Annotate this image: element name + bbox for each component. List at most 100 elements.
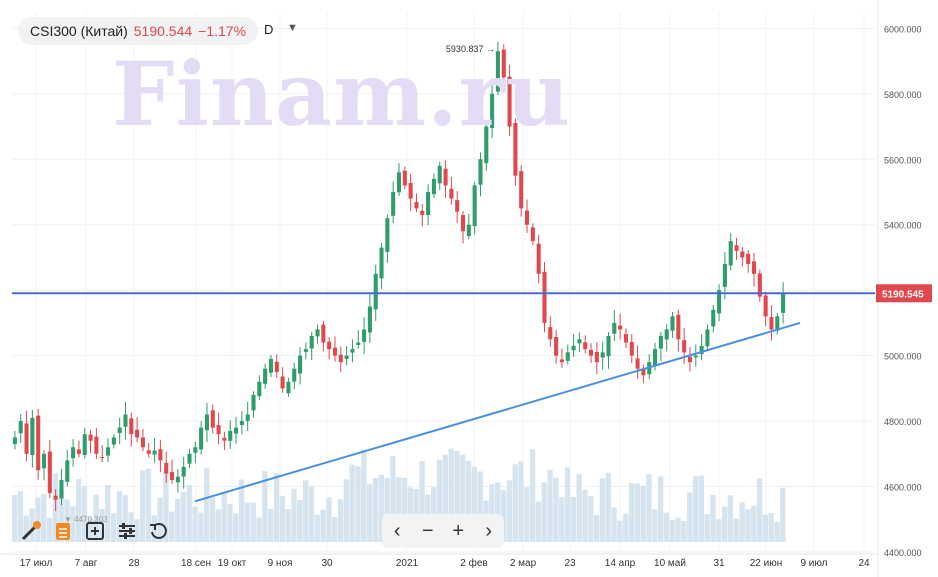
volume-bar: [396, 477, 402, 542]
volume-bar: [70, 506, 76, 542]
volume-bar: [588, 496, 594, 542]
candle-body: [234, 427, 239, 434]
volume-bar: [524, 487, 530, 542]
candle-body: [350, 349, 355, 353]
volume-bar: [209, 497, 216, 542]
candle-body: [426, 192, 431, 216]
volume-bar: [58, 489, 64, 542]
volume-bar: [605, 472, 611, 542]
candle-body: [769, 317, 774, 330]
candle-body: [490, 93, 495, 129]
volume-bar: [157, 497, 163, 542]
candle-body: [583, 342, 588, 350]
candle-body: [385, 218, 390, 252]
zoom-in-button[interactable]: +: [452, 520, 465, 542]
notes-icon[interactable]: [50, 518, 76, 544]
chevron-down-icon[interactable]: ▼: [287, 22, 298, 34]
candle-body: [699, 345, 704, 355]
candle-body: [542, 271, 547, 323]
volume-bar: [634, 483, 641, 542]
candle-body: [577, 339, 582, 344]
candle-body: [396, 172, 402, 193]
volume-bar: [273, 473, 280, 542]
y-tick-label: 6000.000: [884, 24, 922, 34]
candle-body: [204, 414, 209, 431]
volume-bar: [233, 513, 239, 542]
candle-body: [30, 417, 35, 456]
volume-bar: [628, 483, 635, 542]
volume-bar: [221, 491, 227, 542]
volume-bar: [442, 454, 448, 542]
volume-bar: [593, 515, 600, 542]
candle-body: [12, 437, 17, 444]
volume-bar: [768, 512, 774, 542]
zoom-out-button[interactable]: −: [421, 520, 434, 542]
candle-body: [309, 336, 314, 349]
scroll-right-button[interactable]: ›: [485, 520, 493, 542]
volume-bar: [145, 468, 152, 542]
reset-icon[interactable]: [146, 518, 172, 544]
draw-tool-icon[interactable]: [18, 518, 44, 544]
last-price-badge: [876, 284, 932, 303]
volume-bar: [675, 517, 681, 542]
current-price: 5190.544: [133, 23, 193, 39]
candle-body: [315, 329, 320, 337]
volume-bar: [529, 449, 536, 542]
add-indicator-icon[interactable]: [82, 518, 108, 544]
x-tick-label: 9 июл: [800, 558, 827, 569]
candle-body: [228, 430, 233, 441]
volume-bar: [180, 491, 187, 542]
volume-bar: [110, 513, 117, 542]
volume-bar: [384, 477, 390, 542]
volume-bar: [710, 494, 716, 542]
volume-bar: [559, 497, 565, 542]
candle-body: [757, 273, 762, 297]
settings-sliders-icon[interactable]: [114, 518, 140, 544]
candle-body: [251, 394, 256, 411]
volume-bar: [739, 502, 745, 542]
candle-body: [117, 427, 122, 434]
scroll-left-button[interactable]: ‹: [393, 520, 401, 542]
volume-bar: [599, 478, 606, 542]
volume-bar: [81, 485, 88, 542]
volume-bar: [285, 509, 291, 542]
candle-body: [193, 447, 198, 453]
candle-body: [740, 251, 745, 258]
x-tick-label: 24: [858, 558, 870, 569]
candle-body: [414, 202, 419, 209]
volume-bar: [751, 505, 757, 542]
candle-body: [728, 241, 733, 266]
symbol-selector[interactable]: CSI300 (Китай) 5190.544 −1.17%: [18, 17, 259, 45]
candle-body: [222, 437, 227, 441]
volume-bar: [535, 501, 542, 542]
volume-bar: [23, 515, 29, 542]
y-tick-label: 4600.000: [884, 483, 922, 493]
volume-bar: [262, 471, 268, 542]
candle-body: [391, 192, 396, 216]
candle-body: [170, 472, 175, 480]
volume-bar: [623, 513, 629, 542]
candle-body: [53, 495, 58, 500]
candle-body: [239, 421, 244, 425]
volume-bar: [704, 513, 710, 542]
volume-bar: [780, 487, 786, 542]
candle-body: [693, 355, 698, 358]
volume-bar: [506, 480, 512, 542]
candle-body: [76, 449, 81, 454]
candle-body: [344, 355, 349, 359]
symbol-name: CSI300 (Китай): [30, 23, 128, 39]
candle-body: [734, 245, 739, 251]
x-tick-label: 9 ноя: [268, 558, 293, 569]
candle-body: [140, 437, 145, 448]
low-label: ▼ 4470.303: [64, 515, 108, 524]
volume-bar: [721, 506, 728, 542]
interval-selector[interactable]: D: [264, 22, 274, 37]
volume-bar: [500, 490, 507, 542]
last-price-label: 5190.545: [882, 289, 924, 300]
volume-bar: [215, 509, 222, 542]
volume-bar: [186, 485, 192, 542]
candle-body: [443, 168, 448, 186]
y-tick-label: 4800.000: [884, 417, 922, 427]
candle-body: [751, 261, 757, 274]
